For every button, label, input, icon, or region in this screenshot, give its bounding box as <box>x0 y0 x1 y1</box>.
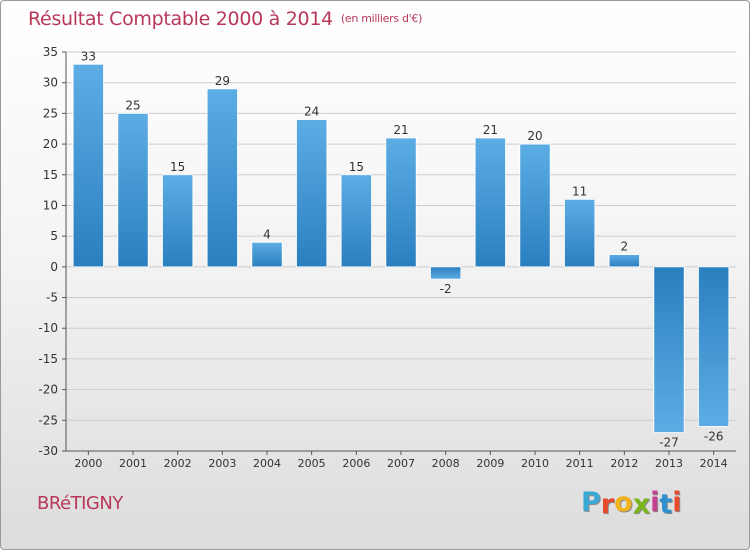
bar-2000 <box>72 63 104 268</box>
x-tick-label: 2002 <box>164 457 192 470</box>
value-label: -26 <box>704 429 724 443</box>
labels: 35 30 25 20 15 10 5 0 -5 -10 -15 -20 -25 -30 33 2000 25 2… <box>38 45 727 470</box>
x-tick-label: 2005 <box>298 457 326 470</box>
y-tick-label: -20 <box>38 383 58 397</box>
x-tick-label: 2014 <box>700 457 728 470</box>
y-tick-label: -15 <box>38 352 58 366</box>
bar-2002 <box>162 174 194 268</box>
bar-2001 <box>117 112 149 268</box>
x-tick-label: 2008 <box>432 457 460 470</box>
brand-letter: i <box>672 487 682 518</box>
value-label: 24 <box>304 105 319 119</box>
brand-letter: o <box>614 487 633 518</box>
y-tick-label: 30 <box>43 76 58 90</box>
y-tick-label: 5 <box>50 229 58 243</box>
bar-2005 <box>296 119 328 268</box>
value-label: 33 <box>81 49 96 63</box>
x-tick-label: 2006 <box>342 457 370 470</box>
x-tick-label: 2000 <box>74 457 102 470</box>
value-label: 15 <box>349 160 364 174</box>
x-tick-label: 2009 <box>476 457 504 470</box>
bar-2011 <box>564 198 596 268</box>
value-label: 25 <box>125 98 140 112</box>
bar-2012 <box>608 254 640 268</box>
bar-2003 <box>206 88 238 268</box>
y-tick-label: -10 <box>38 321 58 335</box>
bar-2004 <box>251 241 283 268</box>
x-tick-label: 2012 <box>610 457 638 470</box>
brand-letter: t <box>659 489 673 520</box>
brand-letter: x <box>632 489 651 520</box>
x-tick-label: 2001 <box>119 457 147 470</box>
value-label: 4 <box>263 227 271 241</box>
value-label: 21 <box>393 123 408 137</box>
y-tick-label: 0 <box>50 260 58 274</box>
bar-2009 <box>474 137 506 268</box>
y-tick-label: 10 <box>43 198 58 212</box>
y-tick-label: 35 <box>43 45 58 59</box>
value-label: -2 <box>440 282 452 296</box>
value-label: 11 <box>572 184 587 198</box>
value-label: 20 <box>527 129 542 143</box>
bar-2008 <box>430 266 462 280</box>
x-tick-label: 2010 <box>521 457 549 470</box>
value-label: 29 <box>215 74 230 88</box>
y-tick-label: 20 <box>43 137 58 151</box>
bar-2010 <box>519 143 551 268</box>
proxiti-logo: Proxiti <box>581 487 682 520</box>
value-label: 21 <box>483 123 498 137</box>
bar-2007 <box>385 137 417 268</box>
chart-subtitle: (en milliers d'€) <box>340 12 423 25</box>
brand-letter: P <box>581 487 601 518</box>
x-tick-label: 2004 <box>253 457 281 470</box>
value-label: 2 <box>621 240 629 254</box>
chart-title: Résultat Comptable 2000 à 2014 (en millie… <box>28 8 422 30</box>
axes <box>62 51 736 455</box>
value-label: 15 <box>170 160 185 174</box>
y-tick-label: -5 <box>46 291 58 305</box>
bar-2014 <box>698 266 730 427</box>
bars <box>72 63 730 433</box>
value-label: -27 <box>659 436 679 450</box>
bar-2013 <box>653 266 685 433</box>
x-tick-label: 2011 <box>566 457 594 470</box>
chart-title-text: Résultat Comptable 2000 à 2014 <box>28 8 333 30</box>
y-tick-label: 15 <box>43 168 58 182</box>
y-tick-label: -25 <box>38 413 58 427</box>
x-tick-label: 2007 <box>387 457 415 470</box>
bar-2006 <box>340 174 372 268</box>
y-tick-label: 25 <box>43 106 58 120</box>
city-name: BRéTIGNY <box>37 493 123 514</box>
x-tick-label: 2013 <box>655 457 683 470</box>
x-tick-label: 2003 <box>208 457 236 470</box>
brand-letter: i <box>650 487 660 518</box>
y-tick-label: -30 <box>38 444 58 458</box>
brand-letter: r <box>600 489 615 520</box>
